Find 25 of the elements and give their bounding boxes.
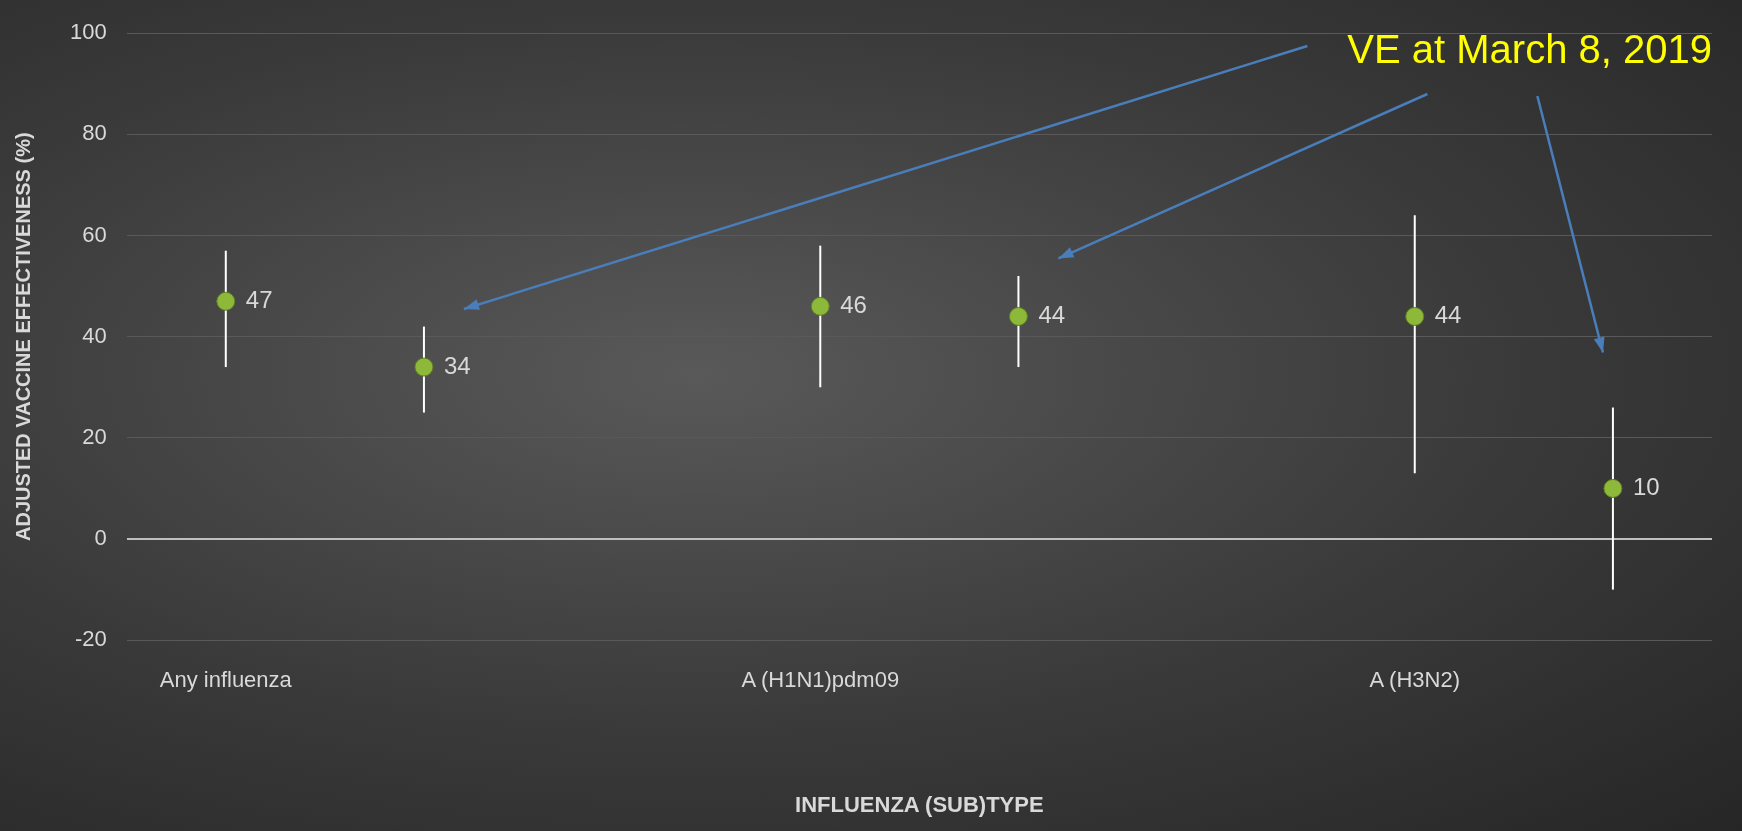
point bbox=[216, 291, 236, 311]
x-tick-label: A (H1N1)pdm09 bbox=[741, 667, 900, 693]
y-tick-label: 40 bbox=[82, 322, 107, 348]
point bbox=[1008, 306, 1028, 326]
y-tick-label: -20 bbox=[74, 626, 107, 652]
point bbox=[810, 296, 830, 316]
x-tick-label: Any influenza bbox=[159, 667, 293, 693]
annotation: VE at March 8, 2019 bbox=[1347, 27, 1712, 72]
data-label: 46 bbox=[840, 290, 867, 318]
x-tick-label: A (H3N2) bbox=[1369, 667, 1460, 693]
y-axis-title: ADJUSTED VACCINE EFFECTIVENESS (%) bbox=[11, 132, 34, 541]
data-label: 44 bbox=[1434, 301, 1462, 329]
point bbox=[414, 357, 434, 377]
data-label: 34 bbox=[443, 351, 471, 379]
point bbox=[1603, 478, 1623, 498]
x-axis-title: INFLUENZA (SUB)TYPE bbox=[795, 791, 1044, 817]
y-tick-label: 60 bbox=[82, 221, 107, 247]
y-tick-label: 100 bbox=[69, 19, 107, 45]
data-label: 44 bbox=[1038, 301, 1066, 329]
y-tick-label: 20 bbox=[82, 423, 107, 449]
data-label: 10 bbox=[1632, 473, 1660, 501]
y-tick-label: 0 bbox=[94, 525, 107, 551]
y-tick-label: 80 bbox=[82, 120, 107, 146]
point bbox=[1405, 306, 1425, 326]
data-label: 47 bbox=[245, 285, 273, 313]
